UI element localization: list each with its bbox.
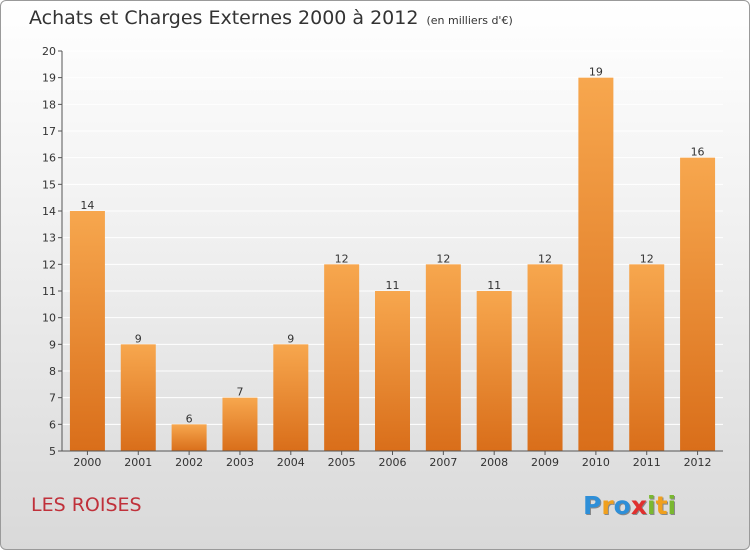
y-tick-label: 16 (42, 152, 56, 165)
logo-letter: i (647, 491, 656, 520)
x-tick-label-2003: 2003 (226, 456, 254, 469)
data-label-2007: 12 (436, 252, 450, 265)
bar-2005 (324, 264, 360, 451)
y-tick-label: 19 (42, 72, 56, 85)
x-tick-label-2009: 2009 (531, 456, 559, 469)
bar-2001 (120, 344, 156, 451)
data-label-2005: 12 (335, 252, 349, 265)
y-tick-label: 15 (42, 178, 56, 191)
y-tick-label: 11 (42, 285, 56, 298)
y-tick-label: 10 (42, 312, 56, 325)
x-tick-label-2002: 2002 (175, 456, 203, 469)
bar-2011 (629, 264, 665, 451)
logo-letter: r (601, 491, 614, 520)
location-name: LES ROISES (31, 494, 142, 516)
data-label-2003: 7 (236, 386, 243, 399)
logo-letter: x (630, 491, 647, 520)
bar-2006 (375, 291, 410, 451)
bar-2009 (527, 264, 563, 451)
y-tick-label: 8 (49, 365, 56, 378)
y-tick-label: 6 (49, 418, 56, 431)
data-label-2004: 9 (287, 332, 294, 345)
x-tick-label-2012: 2012 (684, 456, 712, 469)
logo-letter: P (583, 491, 602, 520)
x-tick-label-2010: 2010 (582, 456, 610, 469)
data-label-2002: 6 (186, 412, 193, 425)
data-label-2012: 16 (691, 146, 705, 159)
y-tick-label: 12 (42, 258, 56, 271)
x-tick-label-2004: 2004 (277, 456, 305, 469)
y-tick-label: 7 (49, 392, 56, 405)
data-label-2008: 11 (487, 279, 501, 292)
y-tick-label: 13 (42, 232, 56, 245)
logo-letter: i (667, 491, 677, 520)
y-tick-label: 18 (42, 98, 56, 111)
y-tick-label: 14 (42, 205, 56, 218)
title-unit: (en milliers d'€) (426, 14, 513, 27)
x-tick-label-2000: 2000 (73, 456, 101, 469)
x-tick-label-2008: 2008 (480, 456, 508, 469)
data-label-2011: 12 (640, 252, 654, 265)
x-tick-label-2005: 2005 (328, 456, 356, 469)
proxiti-logo: Proxiti (583, 491, 676, 520)
data-label-2009: 12 (538, 252, 552, 265)
axis-layer: 5 6 7 8 9 10 11 12 13 14 15 16 17 18 19 20 2000 2001 2002 2… (42, 45, 723, 469)
label-layer: 14 9 6 7 9 12 11 12 11 12 19 12 16 (80, 66, 704, 426)
y-tick-label: 9 (49, 338, 56, 351)
data-label-2000: 14 (80, 199, 94, 212)
x-tick-label-2007: 2007 (429, 456, 457, 469)
data-label-2010: 19 (589, 66, 603, 79)
bar-2000 (69, 211, 105, 451)
bar-2007 (425, 264, 461, 451)
x-tick-label-2011: 2011 (633, 456, 661, 469)
bar-2002 (171, 424, 207, 451)
bar-2003 (222, 397, 258, 451)
data-label-2006: 11 (386, 279, 400, 292)
title-text: Achats et Charges Externes 2000 à 2012 (29, 7, 419, 29)
logo-letter: t (655, 491, 668, 520)
y-tick-label: 17 (42, 125, 56, 138)
bar-layer (69, 77, 716, 452)
y-tick-label: 20 (42, 45, 56, 58)
bar-2008 (476, 291, 512, 451)
chart-title: Achats et Charges Externes 2000 à 2012 (e… (29, 7, 513, 29)
y-tick-label: 5 (49, 445, 56, 458)
data-label-2001: 9 (135, 332, 142, 345)
x-tick-label-2006: 2006 (379, 456, 407, 469)
logo-letter: o (613, 491, 631, 520)
bar-2010 (578, 77, 614, 452)
x-tick-label-2001: 2001 (124, 456, 152, 469)
bar-2012 (680, 157, 716, 451)
bar-2004 (273, 344, 309, 451)
